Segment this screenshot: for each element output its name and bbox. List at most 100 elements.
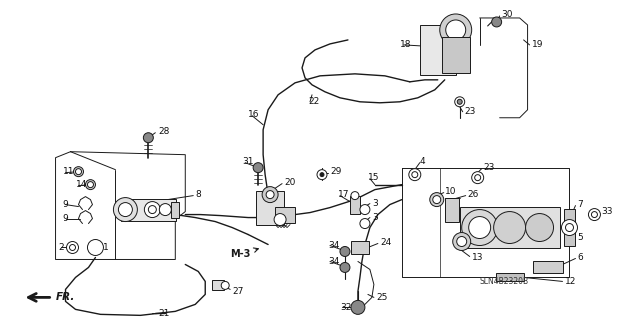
Circle shape <box>351 192 359 200</box>
Circle shape <box>468 217 491 239</box>
Circle shape <box>461 210 498 246</box>
Circle shape <box>561 219 577 235</box>
Text: 11: 11 <box>63 167 74 176</box>
Circle shape <box>457 99 462 104</box>
Bar <box>532 262 563 273</box>
Text: 33: 33 <box>602 207 613 216</box>
Text: 6: 6 <box>577 253 583 262</box>
Circle shape <box>221 281 229 289</box>
Circle shape <box>455 97 465 107</box>
Text: 25: 25 <box>376 293 387 302</box>
Circle shape <box>340 263 350 272</box>
Text: 3: 3 <box>372 199 378 208</box>
Bar <box>121 199 176 220</box>
Text: 18: 18 <box>400 41 412 49</box>
Text: 28: 28 <box>158 127 170 136</box>
Text: 5: 5 <box>577 233 583 242</box>
Text: SLN4B2320B: SLN4B2320B <box>479 278 529 286</box>
Circle shape <box>475 174 481 181</box>
Text: 34: 34 <box>328 257 339 266</box>
Text: 13: 13 <box>472 253 483 262</box>
Circle shape <box>74 167 83 177</box>
Text: 3: 3 <box>372 213 378 222</box>
Circle shape <box>452 233 470 250</box>
Circle shape <box>433 196 441 204</box>
Circle shape <box>113 197 138 222</box>
Bar <box>460 207 559 249</box>
Circle shape <box>412 172 418 178</box>
Circle shape <box>351 300 365 314</box>
Circle shape <box>440 14 472 46</box>
Circle shape <box>148 205 156 213</box>
Circle shape <box>409 169 420 181</box>
Circle shape <box>143 133 154 143</box>
Bar <box>420 25 456 75</box>
Circle shape <box>253 163 263 173</box>
Circle shape <box>266 191 274 199</box>
Text: 14: 14 <box>76 180 87 189</box>
Circle shape <box>445 20 466 40</box>
Circle shape <box>262 187 278 203</box>
Text: 20: 20 <box>284 178 296 187</box>
Text: 16: 16 <box>248 110 260 119</box>
Circle shape <box>67 241 79 254</box>
Text: FR.: FR. <box>56 293 75 302</box>
Circle shape <box>492 17 502 27</box>
Text: 21: 21 <box>158 309 170 318</box>
Text: 10: 10 <box>445 187 456 196</box>
Circle shape <box>493 211 525 243</box>
Circle shape <box>76 169 81 174</box>
Text: 32: 32 <box>340 303 351 312</box>
Text: 2: 2 <box>58 243 64 252</box>
Text: 15: 15 <box>368 173 380 182</box>
Bar <box>563 209 575 247</box>
Circle shape <box>159 204 172 216</box>
Circle shape <box>118 203 132 217</box>
Text: 29: 29 <box>330 167 341 176</box>
Text: 17: 17 <box>338 190 349 199</box>
Text: 22: 22 <box>308 97 319 106</box>
Text: 9: 9 <box>63 200 68 209</box>
Text: 1: 1 <box>104 243 109 252</box>
Circle shape <box>430 193 444 207</box>
Circle shape <box>360 204 370 215</box>
Bar <box>495 273 524 281</box>
Circle shape <box>472 172 484 184</box>
Bar <box>445 197 459 222</box>
Text: 31: 31 <box>242 157 253 166</box>
Bar <box>442 37 470 73</box>
Bar <box>172 202 179 218</box>
Bar <box>256 191 284 225</box>
Text: 23: 23 <box>484 163 495 172</box>
Bar <box>275 207 295 223</box>
Circle shape <box>457 236 467 247</box>
Circle shape <box>86 180 95 189</box>
Circle shape <box>145 202 161 218</box>
Circle shape <box>591 211 597 218</box>
Bar <box>351 241 369 255</box>
Text: 12: 12 <box>564 277 576 286</box>
Text: 26: 26 <box>468 190 479 199</box>
Text: M-3: M-3 <box>230 248 259 259</box>
Text: 23: 23 <box>465 107 476 116</box>
Text: 30: 30 <box>502 11 513 19</box>
Circle shape <box>320 173 324 177</box>
Circle shape <box>525 213 554 241</box>
Circle shape <box>88 240 104 256</box>
Text: 27: 27 <box>232 287 244 296</box>
Circle shape <box>274 213 286 226</box>
Bar <box>350 196 360 213</box>
Circle shape <box>566 224 573 232</box>
Circle shape <box>88 182 93 188</box>
Text: 7: 7 <box>577 200 583 209</box>
Text: 34: 34 <box>328 241 339 250</box>
Circle shape <box>588 209 600 220</box>
Circle shape <box>317 170 327 180</box>
Text: 8: 8 <box>195 190 201 199</box>
Bar <box>212 280 224 290</box>
Text: 24: 24 <box>380 238 391 247</box>
Text: 9: 9 <box>63 214 68 223</box>
Circle shape <box>360 219 370 228</box>
Circle shape <box>70 244 76 250</box>
Text: 19: 19 <box>532 41 543 49</box>
